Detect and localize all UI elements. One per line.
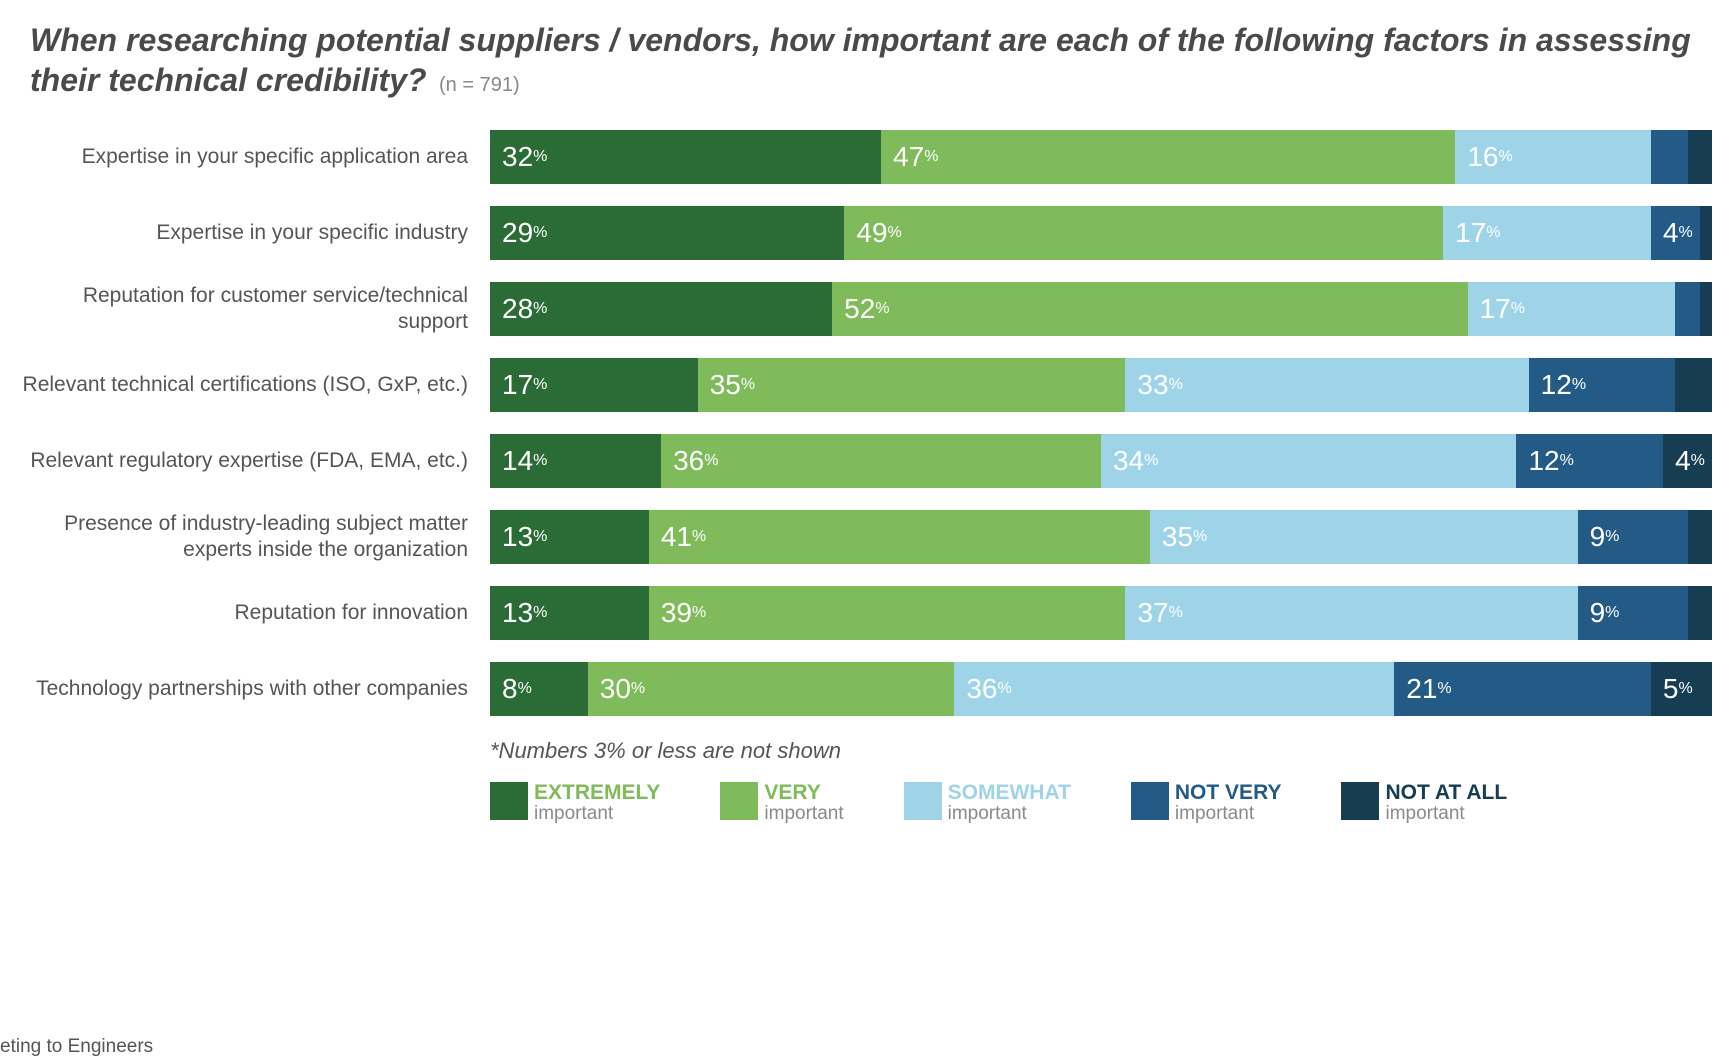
legend-swatch — [490, 782, 528, 820]
chart-row: Expertise in your specific industry29%49… — [20, 206, 1712, 260]
legend-text: VERYimportant — [764, 782, 843, 824]
bar-segment-not_at_all: 5% — [1651, 662, 1712, 716]
chart-body: Expertise in your specific application a… — [20, 130, 1712, 716]
bar-segment-extremely: 17% — [490, 358, 698, 412]
row-label: Presence of industry-leading subject mat… — [20, 511, 490, 564]
legend-label-bottom: important — [1385, 804, 1507, 824]
bar-segment-extremely: 29% — [490, 206, 844, 260]
legend-label-top: NOT VERY — [1175, 782, 1282, 804]
legend-text: NOT AT ALLimportant — [1385, 782, 1507, 824]
chart-footnote: *Numbers 3% or less are not shown — [490, 738, 1712, 764]
legend-label-top: SOMEWHAT — [948, 782, 1071, 804]
cut-off-source-text: eting to Engineers — [0, 1036, 153, 1058]
chart-subtitle: (n = 791) — [439, 74, 520, 96]
legend-label-bottom: important — [1175, 804, 1282, 824]
bar-segment-very: 41% — [649, 510, 1150, 564]
chart-row: Reputation for innovation13%39%37%9% — [20, 586, 1712, 640]
row-label: Relevant regulatory expertise (FDA, EMA,… — [20, 448, 490, 474]
bar-segment-somewhat: 17% — [1443, 206, 1651, 260]
chart-row: Reputation for customer service/technica… — [20, 282, 1712, 336]
bar-segment-somewhat: 37% — [1125, 586, 1577, 640]
legend-swatch — [1131, 782, 1169, 820]
stacked-bar: 13%41%35%9% — [490, 510, 1712, 564]
bar-segment-not_at_all — [1688, 130, 1712, 184]
stacked-bar: 28%52%17% — [490, 282, 1712, 336]
bar-segment-very: 52% — [832, 282, 1467, 336]
legend-text: EXTREMELYimportant — [534, 782, 660, 824]
legend-text: SOMEWHATimportant — [948, 782, 1071, 824]
chart-row: Expertise in your specific application a… — [20, 130, 1712, 184]
bar-segment-not_very: 9% — [1578, 586, 1688, 640]
legend-label-top: EXTREMELY — [534, 782, 660, 804]
stacked-bar: 29%49%17%4% — [490, 206, 1712, 260]
bar-segment-extremely: 28% — [490, 282, 832, 336]
legend-label-top: VERY — [764, 782, 843, 804]
legend-item-very: VERYimportant — [720, 782, 843, 824]
legend-swatch — [720, 782, 758, 820]
legend-label-bottom: important — [534, 804, 660, 824]
bar-segment-very: 30% — [588, 662, 955, 716]
bar-segment-not_very — [1675, 282, 1699, 336]
bar-segment-not_at_all: 4% — [1663, 434, 1712, 488]
bar-segment-somewhat: 33% — [1125, 358, 1528, 412]
bar-segment-somewhat: 35% — [1150, 510, 1578, 564]
bar-segment-not_very — [1651, 130, 1688, 184]
bar-segment-somewhat: 17% — [1468, 282, 1676, 336]
bar-segment-not_very: 21% — [1394, 662, 1651, 716]
bar-segment-not_very: 12% — [1516, 434, 1663, 488]
bar-segment-not_at_all — [1675, 358, 1712, 412]
chart-row: Technology partnerships with other compa… — [20, 662, 1712, 716]
bar-segment-extremely: 13% — [490, 586, 649, 640]
stacked-bar: 14%36%34%12%4% — [490, 434, 1712, 488]
stacked-bar: 32%47%16% — [490, 130, 1712, 184]
chart-row: Presence of industry-leading subject mat… — [20, 510, 1712, 564]
bar-segment-extremely: 13% — [490, 510, 649, 564]
row-label: Reputation for innovation — [20, 600, 490, 626]
bar-segment-extremely: 14% — [490, 434, 661, 488]
row-label: Relevant technical certifications (ISO, … — [20, 372, 490, 398]
bar-segment-not_very: 9% — [1578, 510, 1688, 564]
legend-label-bottom: important — [764, 804, 843, 824]
bar-segment-extremely: 8% — [490, 662, 588, 716]
chart-header: When researching potential suppliers / v… — [30, 20, 1712, 100]
legend-item-not_at_all: NOT AT ALLimportant — [1341, 782, 1507, 824]
legend-item-not_very: NOT VERYimportant — [1131, 782, 1282, 824]
bar-segment-very: 39% — [649, 586, 1126, 640]
bar-segment-somewhat: 36% — [954, 662, 1394, 716]
legend-item-extremely: EXTREMELYimportant — [490, 782, 660, 824]
stacked-bar: 13%39%37%9% — [490, 586, 1712, 640]
bar-segment-very: 36% — [661, 434, 1101, 488]
stacked-bar: 8%30%36%21%5% — [490, 662, 1712, 716]
chart-row: Relevant technical certifications (ISO, … — [20, 358, 1712, 412]
legend-label-top: NOT AT ALL — [1385, 782, 1507, 804]
legend-swatch — [1341, 782, 1379, 820]
legend-swatch — [904, 782, 942, 820]
row-label: Expertise in your specific industry — [20, 220, 490, 246]
chart-legend: EXTREMELYimportantVERYimportantSOMEWHATi… — [490, 782, 1712, 824]
legend-label-bottom: important — [948, 804, 1071, 824]
bar-segment-not_at_all — [1700, 206, 1712, 260]
bar-segment-very: 35% — [698, 358, 1126, 412]
bar-segment-not_at_all — [1700, 282, 1712, 336]
bar-segment-somewhat: 34% — [1101, 434, 1516, 488]
bar-segment-extremely: 32% — [490, 130, 881, 184]
chart-row: Relevant regulatory expertise (FDA, EMA,… — [20, 434, 1712, 488]
row-label: Reputation for customer service/technica… — [20, 283, 490, 336]
row-label: Technology partnerships with other compa… — [20, 676, 490, 702]
bar-segment-not_at_all — [1688, 586, 1712, 640]
bar-segment-very: 47% — [881, 130, 1455, 184]
stacked-bar: 17%35%33%12% — [490, 358, 1712, 412]
legend-text: NOT VERYimportant — [1175, 782, 1282, 824]
bar-segment-very: 49% — [844, 206, 1443, 260]
chart-title: When researching potential suppliers / v… — [30, 22, 1691, 98]
bar-segment-not_very: 12% — [1529, 358, 1676, 412]
bar-segment-not_very: 4% — [1651, 206, 1700, 260]
bar-segment-not_at_all — [1688, 510, 1712, 564]
bar-segment-somewhat: 16% — [1455, 130, 1651, 184]
legend-item-somewhat: SOMEWHATimportant — [904, 782, 1071, 824]
row-label: Expertise in your specific application a… — [20, 144, 490, 170]
